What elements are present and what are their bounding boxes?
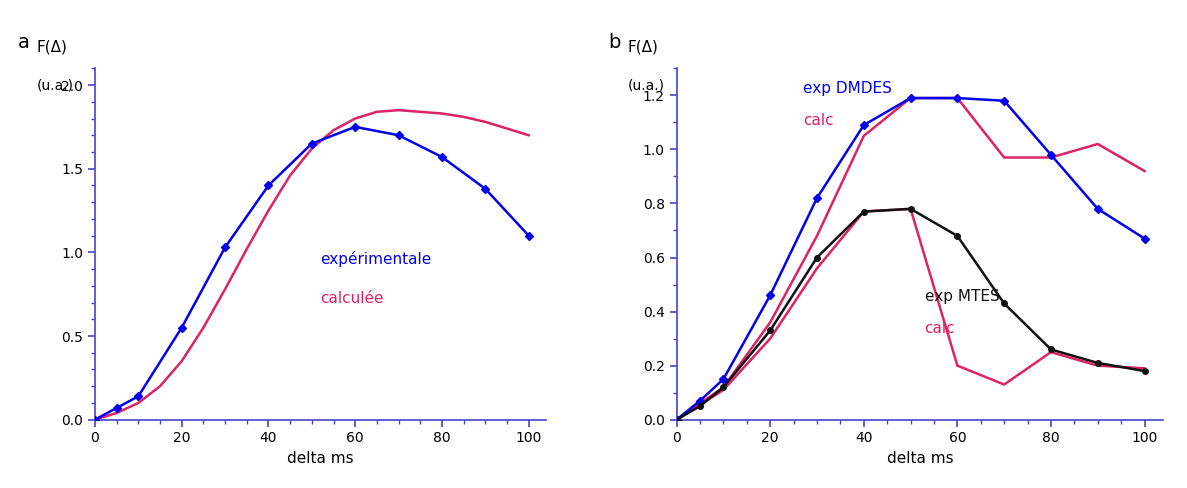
Text: calculée: calculée bbox=[320, 290, 383, 305]
Text: a: a bbox=[18, 33, 30, 52]
Text: F(Δ): F(Δ) bbox=[37, 39, 68, 54]
Text: (u.a.): (u.a.) bbox=[37, 79, 74, 93]
Text: (u.a.): (u.a.) bbox=[628, 79, 665, 93]
X-axis label: delta ms: delta ms bbox=[287, 451, 354, 466]
Text: F(Δ): F(Δ) bbox=[628, 39, 659, 54]
Text: b: b bbox=[609, 33, 621, 52]
Text: exp DMDES: exp DMDES bbox=[802, 81, 891, 96]
Text: calc: calc bbox=[925, 321, 956, 336]
Text: expérimentale: expérimentale bbox=[320, 251, 432, 267]
X-axis label: delta ms: delta ms bbox=[887, 451, 953, 466]
Text: exp MTES: exp MTES bbox=[925, 289, 999, 304]
Text: calc: calc bbox=[802, 113, 833, 128]
